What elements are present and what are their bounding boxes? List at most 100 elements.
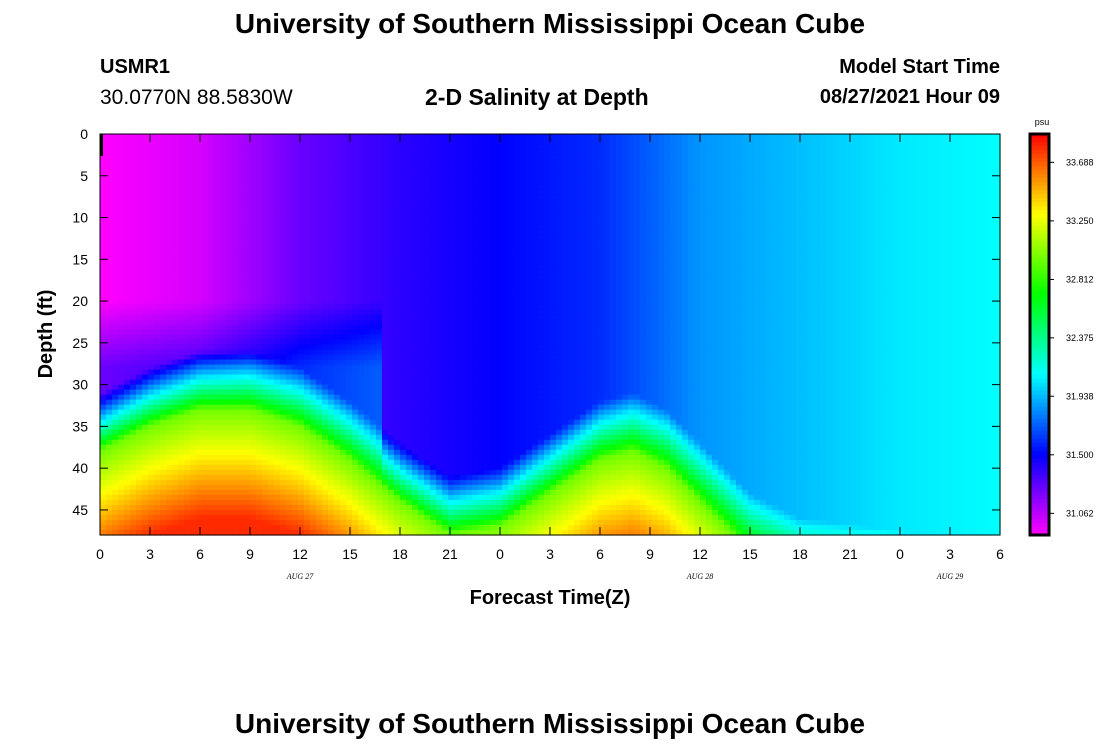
- heatmap-cell: [376, 419, 383, 426]
- heatmap-cell: [250, 464, 257, 471]
- heatmap-cell: [406, 464, 413, 471]
- heatmap-cell: [190, 454, 197, 461]
- heatmap-cell: [352, 254, 359, 260]
- heatmap-cell: [292, 264, 299, 270]
- heatmap-cell: [436, 474, 443, 481]
- heatmap-cell: [442, 204, 449, 210]
- heatmap-cell: [268, 269, 275, 275]
- heatmap-cell: [424, 224, 431, 230]
- heatmap-cell: [424, 434, 431, 441]
- heatmap-cell: [244, 344, 251, 351]
- heatmap-cell: [178, 234, 185, 240]
- heatmap-cell: [250, 234, 257, 240]
- heatmap-cell: [460, 419, 467, 426]
- heatmap-cell: [214, 254, 221, 260]
- heatmap-cell: [304, 159, 311, 165]
- heatmap-cell: [178, 274, 185, 280]
- heatmap-cell: [352, 524, 359, 531]
- heatmap-cell: [154, 514, 161, 521]
- heatmap-cell: [166, 359, 173, 366]
- heatmap-cell: [298, 249, 305, 255]
- heatmap-cell: [214, 304, 221, 311]
- heatmap-cell: [382, 164, 389, 170]
- heatmap-cell: [136, 329, 143, 336]
- heatmap-cell: [166, 334, 173, 341]
- heatmap-cell: [160, 439, 167, 446]
- heatmap-cell: [112, 474, 119, 481]
- heatmap-cell: [268, 459, 275, 466]
- heatmap-cell: [442, 464, 449, 471]
- heatmap-cell: [172, 159, 179, 165]
- heatmap-cell: [388, 519, 395, 526]
- heatmap-cell: [196, 399, 203, 406]
- heatmap-cell: [412, 349, 419, 356]
- heatmap-cell: [394, 399, 401, 406]
- heatmap-cell: [280, 234, 287, 240]
- heatmap-cell: [160, 274, 167, 280]
- heatmap-cell: [100, 529, 107, 536]
- heatmap-cell: [202, 324, 209, 331]
- heatmap-cell: [214, 414, 221, 421]
- heatmap-cell: [448, 304, 455, 311]
- heatmap-cell: [166, 259, 173, 265]
- heatmap-cell: [184, 524, 191, 531]
- heatmap-cell: [214, 344, 221, 351]
- heatmap-cell: [412, 334, 419, 341]
- heatmap-cell: [166, 154, 173, 160]
- heatmap-cell: [184, 399, 191, 406]
- heatmap-cell: [370, 324, 377, 331]
- heatmap-cell: [370, 299, 377, 306]
- heatmap-cell: [148, 284, 155, 290]
- heatmap-cell: [112, 174, 119, 180]
- heatmap-cell: [352, 414, 359, 421]
- heatmap-cell: [346, 204, 353, 210]
- heatmap-cell: [286, 309, 293, 316]
- heatmap-cell: [160, 259, 167, 265]
- heatmap-cell: [106, 184, 113, 190]
- heatmap-cell: [250, 454, 257, 461]
- heatmap-cell: [334, 154, 341, 160]
- heatmap-cell: [382, 499, 389, 506]
- heatmap-cell: [238, 164, 245, 170]
- heatmap-cell: [364, 349, 371, 356]
- heatmap-cell: [262, 524, 269, 531]
- heatmap-cell: [406, 469, 413, 476]
- heatmap-cell: [220, 184, 227, 190]
- heatmap-cell: [334, 454, 341, 461]
- heatmap-cell: [112, 464, 119, 471]
- heatmap-cell: [334, 314, 341, 321]
- heatmap-cell: [268, 304, 275, 311]
- heatmap-cell: [418, 419, 425, 426]
- heatmap-cell: [418, 424, 425, 431]
- heatmap-cell: [286, 419, 293, 426]
- heatmap-cell: [352, 134, 359, 140]
- heatmap-cell: [460, 189, 467, 195]
- heatmap-cell: [346, 194, 353, 200]
- heatmap-cell: [316, 364, 323, 371]
- heatmap-cell: [256, 519, 263, 526]
- heatmap-cell: [298, 404, 305, 411]
- heatmap-cell: [130, 394, 137, 401]
- heatmap-cell: [406, 439, 413, 446]
- heatmap-cell: [190, 424, 197, 431]
- heatmap-cell: [214, 429, 221, 436]
- heatmap-cell: [154, 149, 161, 155]
- heatmap-cell: [142, 334, 149, 341]
- heatmap-cell: [466, 169, 473, 175]
- heatmap-cell: [418, 409, 425, 416]
- heatmap-cell: [268, 489, 275, 496]
- heatmap-cell: [238, 354, 245, 361]
- heatmap-cell: [232, 514, 239, 521]
- heatmap-cell: [154, 449, 161, 456]
- heatmap-cell: [190, 194, 197, 200]
- heatmap-cell: [460, 154, 467, 160]
- heatmap-cell: [292, 259, 299, 265]
- heatmap-cell: [268, 209, 275, 215]
- heatmap-cell: [106, 144, 113, 150]
- heatmap-cell: [286, 409, 293, 416]
- heatmap-cell: [190, 284, 197, 290]
- heatmap-cell: [448, 519, 455, 526]
- heatmap-cell: [310, 199, 317, 205]
- heatmap-cell: [454, 254, 461, 260]
- heatmap-cell: [310, 264, 317, 270]
